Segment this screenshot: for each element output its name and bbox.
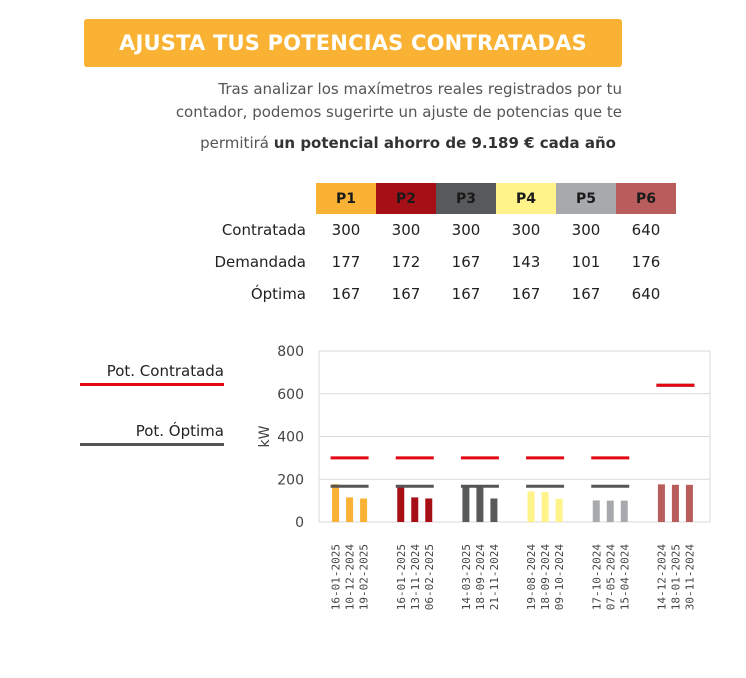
intro-line-1: Tras analizar los maxímetros reales regi… [218,80,622,98]
table-cell: 176 [631,253,661,271]
table-cell: 167 [391,285,421,303]
table-cell: 300 [511,221,541,239]
x-tick-label: 16-01-2025 [330,544,343,610]
bar-p3-2 [476,486,484,522]
bar-p6-3 [685,484,693,522]
intro-text: Tras analizar los maxímetros reales regi… [60,78,622,124]
x-tick-label: 30-11-2024 [683,544,696,611]
x-tick-label: 06-02-2025 [423,544,436,610]
bar-p2-3 [425,498,433,522]
bar-p5-2 [606,500,614,522]
period-header-p1: P1 [316,183,376,214]
bar-p1-3 [360,498,368,522]
x-tick-label: 09-10-2024 [553,544,566,611]
bar-p1-1 [332,484,340,522]
x-tick-label: 19-02-2025 [358,544,371,610]
table-cell: 172 [391,253,421,271]
table-cell: 167 [511,285,541,303]
table-corner [140,183,316,214]
table-row-optima: Óptima 167 167 167 167 167 640 [140,278,676,310]
saving-text: permitirá un potencial ahorro de 9.189 €… [60,134,616,152]
x-tick-label: 10-12-2024 [344,544,357,611]
table-cell: 167 [451,253,481,271]
x-tick-label: 07-05-2024 [604,544,617,611]
y-tick-label: 600 [277,387,304,403]
x-tick-label: 18-09-2024 [474,544,487,611]
y-tick-label: 800 [277,344,304,360]
table-row-demandada: Demandada 177 172 167 143 101 176 [140,246,676,278]
bar-p5-3 [620,500,628,522]
row-label: Contratada [221,221,306,239]
table-cell: 143 [511,253,541,271]
x-tick-label: 19-08-2024 [525,544,538,611]
row-label: Óptima [250,285,306,303]
bar-p4-1 [527,491,535,522]
bar-p3-1 [462,486,470,522]
x-tick-label: 21-11-2024 [488,544,501,611]
table-cell: 167 [571,285,601,303]
legend-optima-label: Pot. Óptima [135,422,224,440]
table-cell: 300 [391,221,421,239]
period-header-p5: P5 [556,183,616,214]
bar-p4-3 [555,498,563,522]
x-tick-label: 13-11-2024 [409,544,422,611]
x-tick-label: 16-01-2025 [395,544,408,610]
bar-p5-1 [592,500,600,522]
y-tick-label: 0 [295,515,304,531]
bar-p1-2 [346,497,354,522]
legend-contratada-swatch [80,383,224,386]
bar-p6-2 [671,484,679,522]
period-header-p2: P2 [376,183,436,214]
x-tick-label: 14-03-2025 [460,544,473,610]
table-cell: 167 [331,285,361,303]
table-cell: 300 [451,221,481,239]
page-title-banner: AJUSTA TUS POTENCIAS CONTRATADAS [84,19,622,67]
bar-p6-1 [657,484,665,522]
bar-p3-3 [490,498,498,522]
power-table: P1 P2 P3 P4 P5 P6 Contratada 300 300 300… [140,183,676,310]
x-tick-label: 15-04-2024 [618,544,631,611]
y-tick-label: 200 [277,472,304,488]
bar-p4-2 [541,492,549,522]
table-cell: 640 [631,285,661,303]
intro-line-2: contador, podemos sugerirte un ajuste de… [175,103,622,121]
row-label: Demandada [214,253,306,271]
x-tick-label: 14-12-2024 [655,544,668,611]
page-title: AJUSTA TUS POTENCIAS CONTRATADAS [119,31,587,55]
legend-contratada: Pot. Contratada [80,362,224,386]
table-cell: 101 [571,253,601,271]
table-cell: 640 [631,221,661,239]
table-cell: 300 [331,221,361,239]
saving-amount: un potencial ahorro de 9.189 € cada año [273,134,616,152]
saving-prefix: permitirá [200,134,274,152]
y-axis-label: kW [257,425,273,447]
table-cell: 177 [331,253,361,271]
y-tick-label: 400 [277,430,304,446]
legend-optima: Pot. Óptima [80,422,224,446]
period-header-p4: P4 [496,183,556,214]
table-cell: 300 [571,221,601,239]
power-table-header: P1 P2 P3 P4 P5 P6 [140,183,676,214]
legend-contratada-label: Pot. Contratada [106,362,224,380]
table-cell: 167 [451,285,481,303]
x-tick-label: 17-10-2024 [590,544,603,611]
period-header-p6: P6 [616,183,676,214]
bar-p2-2 [411,497,419,522]
table-row-contratada: Contratada 300 300 300 300 300 640 [140,214,676,246]
x-tick-label: 18-01-2025 [669,544,682,610]
bar-p2-1 [397,485,405,522]
x-tick-label: 18-09-2024 [539,544,552,611]
legend-optima-swatch [80,443,224,446]
period-header-p3: P3 [436,183,496,214]
